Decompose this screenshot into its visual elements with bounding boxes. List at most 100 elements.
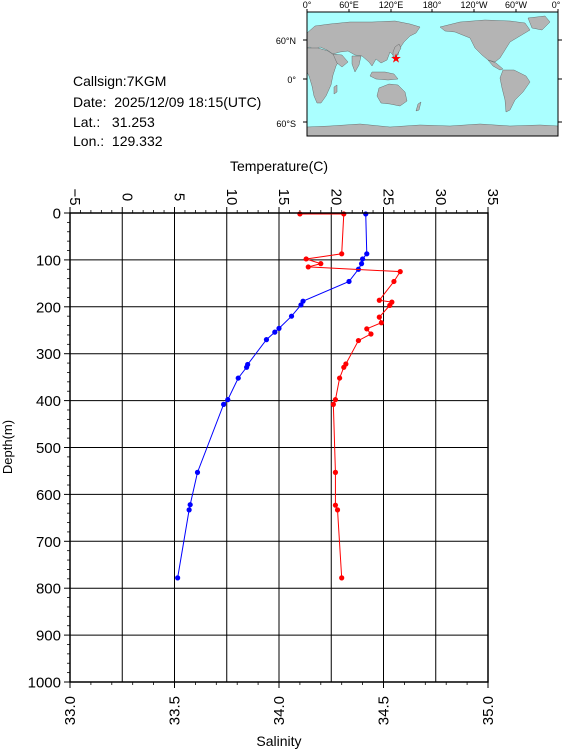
depth-axis-title: Depth(m) (0, 420, 15, 474)
date-line: Date: 2025/12/09 18:15(UTC) (73, 94, 261, 110)
map-land (306, 15, 559, 137)
temperature-point (194, 469, 201, 475)
temperature-point (221, 401, 227, 407)
temperature-tick-label: 15 (275, 189, 292, 206)
salinity-point (341, 211, 347, 217)
salinity-point (305, 264, 311, 270)
temperature-tick-label: 35 (484, 189, 501, 206)
salinity-point (332, 469, 339, 475)
map-lon-tick-5: 60°W (505, 0, 528, 10)
salinity-tick-label: 33.0 (62, 696, 79, 725)
temperature-tick-label: 5 (171, 193, 188, 201)
salinity-point (332, 397, 339, 403)
temperature-point (272, 329, 278, 335)
temperature-point (263, 337, 270, 343)
salinity-point (337, 375, 343, 381)
plot-grid (69, 212, 489, 683)
depth-tick-label: 100 (36, 252, 61, 269)
salinity-point (364, 326, 370, 332)
lon-value: 129.332 (111, 133, 163, 149)
temperature-point (288, 313, 295, 319)
salinity-point (341, 364, 347, 370)
temperature-point (186, 507, 192, 513)
salinity-point (376, 314, 382, 320)
temperature-axis-title: Temperature(C) (230, 158, 328, 174)
depth-tick-label: 500 (36, 440, 61, 457)
salinity-point (378, 320, 385, 326)
temperature-point (235, 375, 241, 381)
temperature-tick-label: 25 (380, 189, 397, 206)
map-lat-tick-1: 0° (287, 75, 296, 85)
salinity-point (330, 401, 336, 407)
date-label: Date: (73, 94, 107, 110)
depth-tick-label: 400 (36, 393, 61, 410)
map-lon-tick-3: 180° (423, 0, 442, 10)
depth-tick-label: 300 (36, 346, 61, 363)
depth-tick-label: 600 (36, 487, 61, 504)
temperature-point (187, 502, 193, 508)
plot-labels: −5 0 5 10 15 20 25 30 35 33.0 33.5 34.0 34.5 35.0 0 100… (28, 188, 501, 725)
salinity-point (332, 502, 339, 508)
depth-tick-label: 200 (36, 299, 61, 316)
depth-tick-label: 0 (53, 206, 61, 223)
temperature-point (298, 302, 304, 308)
salinity-point (368, 331, 374, 337)
temperature-point (363, 211, 369, 217)
temperature-tick-label: 30 (432, 189, 449, 206)
salinity-point (355, 337, 362, 344)
temperature-point (360, 256, 366, 262)
temperature-tick-label: 20 (327, 189, 344, 206)
temperature-point (225, 397, 231, 403)
temperature-point (358, 261, 365, 267)
lat-value: 31.253 (111, 114, 155, 130)
date-value: 2025/12/09 18:15(UTC) (114, 94, 262, 110)
temperature-point (364, 251, 370, 257)
salinity-point (387, 302, 393, 308)
salinity-profile-line (299, 213, 402, 578)
map-lon-tick-2: 120°E (379, 0, 404, 10)
salinity-point (339, 575, 345, 581)
salinity-tick-label: 33.5 (167, 696, 184, 725)
station-marker (391, 53, 401, 63)
salinity-tick-label: 35.0 (480, 696, 497, 725)
temperature-point (175, 575, 181, 581)
salinity-tick-label: 34.0 (271, 696, 288, 725)
salinity-point (297, 211, 303, 217)
temperature-point (346, 278, 352, 285)
salinity-point (303, 256, 309, 262)
temperature-point (244, 364, 250, 370)
salinity-point (397, 269, 403, 275)
map-lon-tick-4: 120°W (460, 0, 488, 10)
world-map: 0° 60°E 120°E 180° 120°W 60°W 0° 60°N 0°… (276, 0, 562, 137)
lat-line: Lat.: 31.253 (73, 114, 155, 130)
lon-label: Lon.: (73, 133, 105, 149)
plot-frame (69, 212, 489, 683)
salinity-point (376, 297, 382, 303)
depth-tick-label: 700 (36, 534, 61, 551)
map-lon-tick-1: 60°E (339, 0, 359, 10)
salinity-point (391, 278, 397, 285)
callsign-label: Callsign: (73, 73, 127, 89)
map-lat-tick-2: 60°S (276, 119, 296, 129)
temperature-tick-label: −5 (66, 188, 83, 205)
depth-tick-label: 1000 (28, 675, 61, 692)
map-lon-tick-0: 0° (303, 0, 312, 10)
salinity-point (334, 507, 341, 513)
map-lat-tick-0: 60°N (276, 36, 296, 46)
lat-label: Lat.: (73, 114, 101, 130)
map-lon-tick-6: 0° (552, 0, 561, 10)
depth-tick-label: 800 (36, 581, 61, 598)
callsign-value: 7KGM (126, 73, 167, 89)
salinity-tick-label: 34.5 (376, 696, 393, 725)
callsign-line: Callsign:7KGM (73, 73, 166, 89)
lon-line: Lon.: 129.332 (73, 133, 163, 149)
temperature-tick-label: 10 (223, 189, 240, 206)
salinity-point (339, 251, 345, 257)
depth-tick-label: 900 (36, 628, 61, 645)
plot-series (175, 211, 403, 581)
salinity-point (318, 261, 324, 267)
temperature-point (276, 325, 282, 331)
temperature-tick-label: 0 (118, 193, 135, 201)
salinity-axis-title: Salinity (256, 733, 301, 749)
